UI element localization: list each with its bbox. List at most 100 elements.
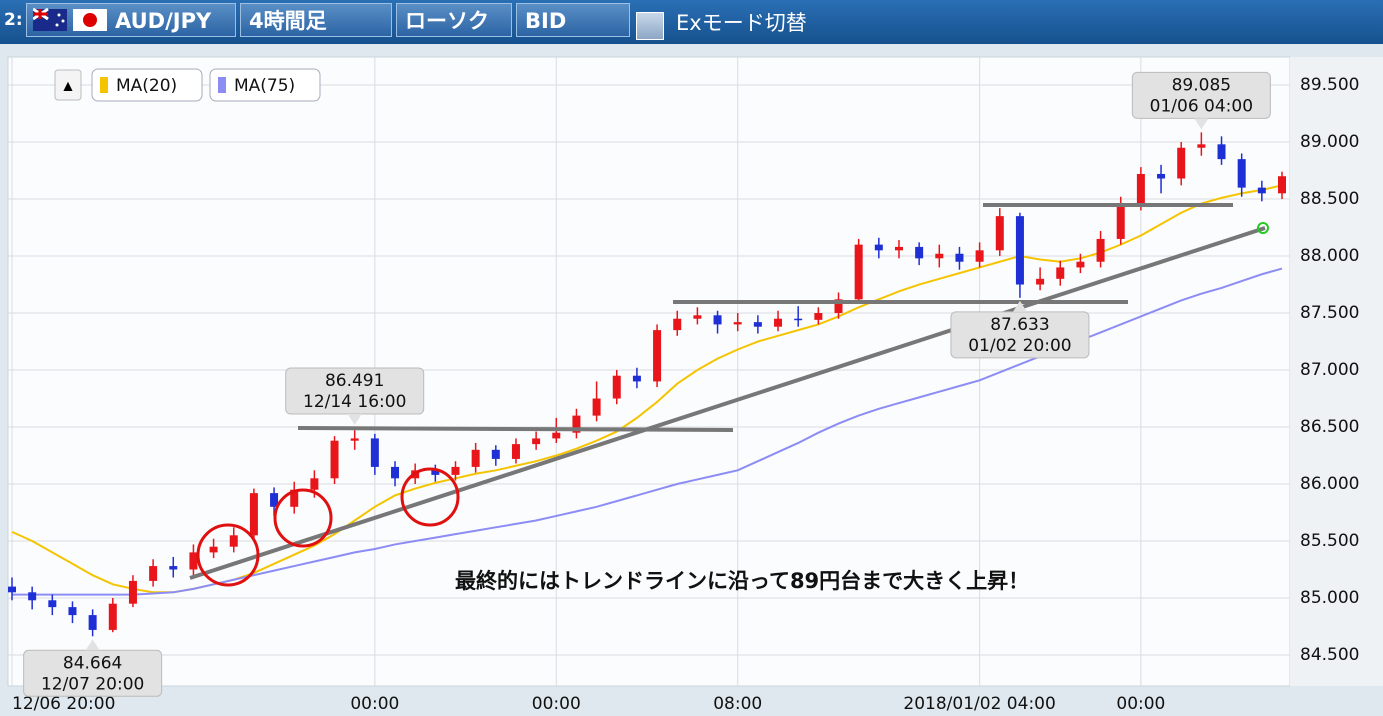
candle-body <box>229 535 238 547</box>
candle-body <box>249 493 258 536</box>
candle-body <box>834 299 843 314</box>
callout-pointer <box>1012 300 1027 312</box>
candle-body <box>471 449 480 467</box>
highlight-circle <box>196 523 260 587</box>
candle-body <box>451 466 460 475</box>
annotation: 最終的にはトレンドラインに沿って89円台まで大きく上昇！ <box>455 569 1029 593</box>
candle-body <box>68 607 77 616</box>
callout-time: 12/07 20:00 <box>41 674 144 694</box>
callout-price: 86.491 <box>325 371 384 391</box>
legend-swatch <box>100 77 108 93</box>
callout-price: 87.633 <box>990 315 1049 335</box>
candle-body <box>1197 144 1206 148</box>
candle-body <box>1015 216 1024 285</box>
pair-button[interactable]: AUD/JPY <box>26 3 236 37</box>
candle-body <box>1278 176 1286 194</box>
candle-body <box>88 615 97 630</box>
candle-body <box>209 546 218 553</box>
legend-item <box>91 68 203 102</box>
resistance-line <box>297 426 734 432</box>
candle-body <box>552 432 561 439</box>
candle-body <box>794 318 803 321</box>
candle-body <box>48 600 57 608</box>
legend-toggle-icon: ▲ <box>63 79 73 93</box>
y-tick-label: 85.000 <box>1300 588 1359 608</box>
y-tick-label: 89.000 <box>1300 132 1359 152</box>
candle-body <box>330 440 339 479</box>
candle-body <box>290 489 299 507</box>
x-tick-label: 00:00 <box>1116 694 1165 714</box>
y-tick-label: 85.500 <box>1300 531 1359 551</box>
y-tick-label: 87.000 <box>1300 360 1359 380</box>
y-tick-label: 86.000 <box>1300 474 1359 494</box>
y-tick-label: 88.000 <box>1300 246 1359 266</box>
candle-body <box>874 244 883 251</box>
candle-body <box>733 322 742 325</box>
x-tick-label: 00:00 <box>350 694 399 714</box>
candle-body <box>8 586 16 593</box>
drawings <box>189 203 1269 587</box>
callout-price: 84.664 <box>63 653 122 673</box>
candle-body <box>270 493 279 507</box>
price-type-button[interactable]: BID <box>516 3 630 37</box>
legend-item <box>209 68 321 102</box>
candle-body <box>612 375 621 399</box>
x-tick-label: 08:00 <box>713 694 762 714</box>
candle-body <box>854 244 863 300</box>
trend-line <box>189 226 1266 580</box>
candle-body <box>108 603 117 630</box>
highlight-circle <box>400 467 460 527</box>
legend-toggle[interactable] <box>54 69 82 101</box>
legend-label: MA(20) <box>116 76 177 96</box>
candle-body <box>1136 173 1145 205</box>
candle-body <box>310 478 319 490</box>
callout-pointer <box>1194 118 1209 130</box>
candle-body <box>511 444 520 459</box>
candle-body <box>995 216 1004 251</box>
y-tick-label: 89.500 <box>1300 75 1359 95</box>
panel-index: 2: <box>4 10 23 30</box>
candle-body <box>673 318 682 331</box>
candle-body <box>128 580 137 604</box>
candle-body <box>693 315 702 319</box>
candle-body <box>370 438 379 467</box>
candle-body <box>189 552 198 570</box>
callout-pointer <box>347 414 362 426</box>
candle-body <box>491 449 500 459</box>
chart: 84.500 85.000 85.500 86.000 86.500 87.000 87.5… <box>0 44 1383 716</box>
pair-label: AUD/JPY <box>115 9 212 33</box>
legend-swatch <box>218 77 226 93</box>
mode-toggle-label: Exモード切替 <box>676 11 807 35</box>
legend-label: MA(75) <box>234 76 295 96</box>
chart-style-button[interactable]: ローソク <box>396 3 512 37</box>
timeframe-button[interactable]: 4時間足 <box>240 3 392 37</box>
candle-body <box>955 253 964 262</box>
flags <box>33 7 107 31</box>
x-tick-label: 12/06 20:00 <box>12 694 115 714</box>
candle-body <box>774 318 783 327</box>
highlight-circle <box>273 488 333 548</box>
candle-body <box>1257 187 1266 194</box>
candle-body <box>1217 144 1226 160</box>
candle-body <box>975 250 984 262</box>
y-tick-label: 88.500 <box>1300 189 1359 209</box>
candle-body <box>592 398 601 416</box>
candle-body <box>28 592 37 601</box>
callout-time: 01/02 20:00 <box>968 336 1071 356</box>
candle-body <box>572 415 581 433</box>
mode-checkbox[interactable] <box>636 12 664 40</box>
y-tick-label: 87.500 <box>1300 303 1359 323</box>
candle-body <box>753 322 762 327</box>
candle-body <box>653 330 662 382</box>
candle-body <box>1096 238 1105 262</box>
candle-body <box>532 438 541 445</box>
candle-body <box>632 375 641 382</box>
callout-price: 89.085 <box>1172 75 1231 95</box>
x-tick-label: 2018/01/02 04:00 <box>903 694 1055 714</box>
candle-body <box>713 315 722 325</box>
candle-body <box>149 566 158 581</box>
candle-body <box>350 438 359 441</box>
x-tick-label: 00:00 <box>532 694 581 714</box>
y-axis-area <box>1290 57 1383 686</box>
callout-time: 12/14 16:00 <box>303 392 406 412</box>
